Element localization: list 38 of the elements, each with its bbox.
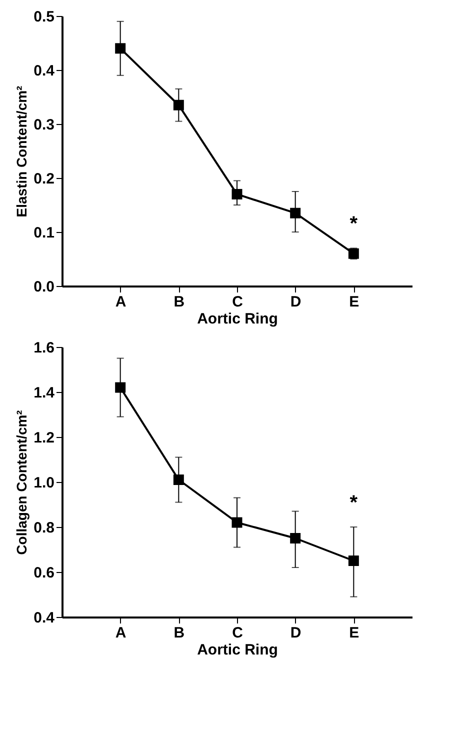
annotation: * xyxy=(350,213,358,236)
x-axis-title: Aortic Ring xyxy=(197,642,278,658)
y-axis-title: Collagen Content/cm² xyxy=(14,410,30,555)
y-tick-label: 0.6 xyxy=(34,564,54,582)
y-tick-label: 0.1 xyxy=(34,224,54,242)
y-tick-label: 1.6 xyxy=(34,340,54,356)
x-tick-label: D xyxy=(290,294,302,310)
point xyxy=(290,208,301,218)
y-tick-label: 0.4 xyxy=(34,62,56,80)
x-tick-label: C xyxy=(232,294,244,310)
y-tick-label: 1.4 xyxy=(34,384,56,402)
point xyxy=(290,533,301,544)
y-tick-label: 1.0 xyxy=(34,474,54,492)
x-axis-title: Aortic Ring xyxy=(197,310,278,328)
point xyxy=(173,100,184,110)
y-tick-label: 0.0 xyxy=(34,278,54,296)
x-tick-label: E xyxy=(349,624,360,642)
y-tick-label: 0.5 xyxy=(34,8,54,26)
y-tick-label: 0.8 xyxy=(34,520,54,536)
point xyxy=(232,517,242,528)
y-tick-label: 0.2 xyxy=(34,170,54,188)
x-tick-label: A xyxy=(115,624,126,642)
x-tick-label: B xyxy=(174,294,185,310)
y-tick-label: 0.4 xyxy=(34,610,56,626)
y-tick-label: 1.2 xyxy=(34,430,54,446)
x-tick-label: A xyxy=(115,294,126,310)
point xyxy=(348,556,359,566)
annotation: * xyxy=(350,492,358,514)
x-tick-label: D xyxy=(290,624,302,642)
y-axis-title: Elastin Content/cm² xyxy=(14,85,30,218)
point xyxy=(115,43,126,54)
x-tick-label: C xyxy=(232,624,244,642)
x-tick-label: B xyxy=(174,624,185,642)
point xyxy=(232,188,242,200)
point xyxy=(173,474,184,485)
point xyxy=(115,382,126,393)
y-tick-label: 0.3 xyxy=(34,116,54,134)
x-tick-label: E xyxy=(349,294,360,310)
